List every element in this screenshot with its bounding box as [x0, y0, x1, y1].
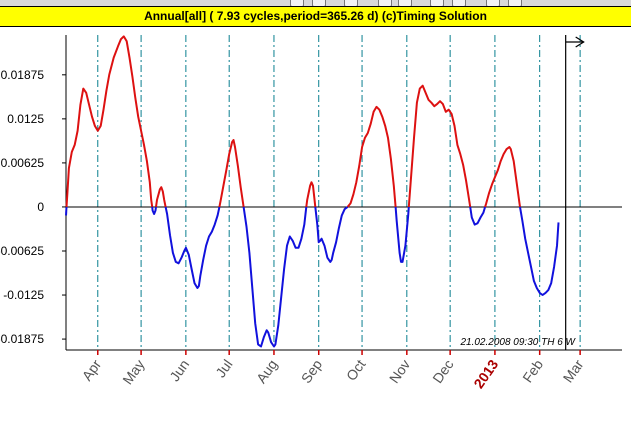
positive-curve-segment [484, 146, 521, 208]
positive-curve-segment [407, 84, 472, 208]
x-tick-label: Mar [560, 356, 587, 385]
x-tick-label: May [119, 357, 147, 388]
x-tick-label: 2013 [470, 356, 501, 391]
negative-curve-segment [519, 206, 560, 296]
current-date-arrow-icon [575, 36, 585, 48]
y-tick-label: 0.01875 [1, 68, 45, 82]
toolbar-button-icon[interactable] [508, 0, 522, 6]
negative-curve-segment [164, 206, 221, 289]
y-tick-label: 0.00625 [1, 156, 45, 170]
x-tick-label: Apr [79, 356, 105, 383]
axes [65, 35, 622, 351]
negative-curve-segment [469, 206, 487, 226]
x-tick-label: Sep [298, 356, 326, 386]
toolbar-button-icon[interactable] [486, 0, 500, 6]
cycle-curve [65, 35, 560, 348]
toolbar-button-icon[interactable] [344, 0, 358, 6]
negative-curve-segment [242, 206, 308, 348]
x-tick-label: Aug [253, 357, 280, 387]
y-tick-labels: 0.01875 0.0125 0.00625 0 -0.00625 -0.0125 -0.0… [0, 68, 66, 346]
y-tick-label: -0.00625 [0, 244, 44, 258]
positive-curve-segment [218, 139, 245, 208]
y-tick-label: -0.01875 [0, 332, 44, 346]
chart-title-bar: Annual[all] ( 7.93 cycles,period=365.26 … [0, 6, 631, 27]
toolbar-button-icon[interactable] [290, 0, 304, 6]
toolbar-button-icon[interactable] [398, 0, 412, 6]
x-tick-label: Jun [166, 357, 192, 385]
x-tick-label: Jul [212, 357, 235, 381]
month-gridlines [97, 35, 581, 350]
toolbar-strip [0, 0, 631, 6]
negative-curve-segment [151, 206, 157, 215]
toolbar-button-icon[interactable] [312, 0, 326, 6]
x-tick-label: Feb [519, 356, 546, 385]
positive-curve-segment [346, 105, 397, 208]
positive-curve-segment [65, 35, 154, 208]
positive-curve-segment [155, 186, 167, 208]
negative-curve-segment [394, 206, 410, 263]
annual-cycle-chart: 0.01875 0.0125 0.00625 0 -0.00625 -0.0125 -0.0… [0, 35, 622, 391]
toolbar-button-icon[interactable] [378, 0, 392, 6]
x-tick-labels: Apr May Jun Jul Aug Sep Oct Nov Dec 2013 Feb Mar [79, 350, 587, 391]
date-annotation: 21.02.2008 09:30 TH 6 W [459, 337, 576, 348]
current-date-marker[interactable] [565, 35, 585, 350]
chart-title: Annual[all] ( 7.93 cycles,period=365.26 … [144, 9, 487, 23]
x-tick-label: Dec [429, 357, 456, 387]
negative-curve-segment [65, 206, 68, 216]
x-tick-label: Nov [386, 357, 413, 387]
y-tick-label: -0.0125 [3, 288, 44, 302]
x-tick-label: Oct [343, 356, 369, 383]
y-tick-label: 0.0125 [7, 112, 44, 126]
toolbar-button-icon[interactable] [430, 0, 444, 6]
toolbar-button-icon[interactable] [452, 0, 466, 6]
negative-curve-segment [314, 206, 349, 263]
y-tick-label: 0 [37, 200, 44, 214]
positive-curve-segment [305, 181, 317, 208]
